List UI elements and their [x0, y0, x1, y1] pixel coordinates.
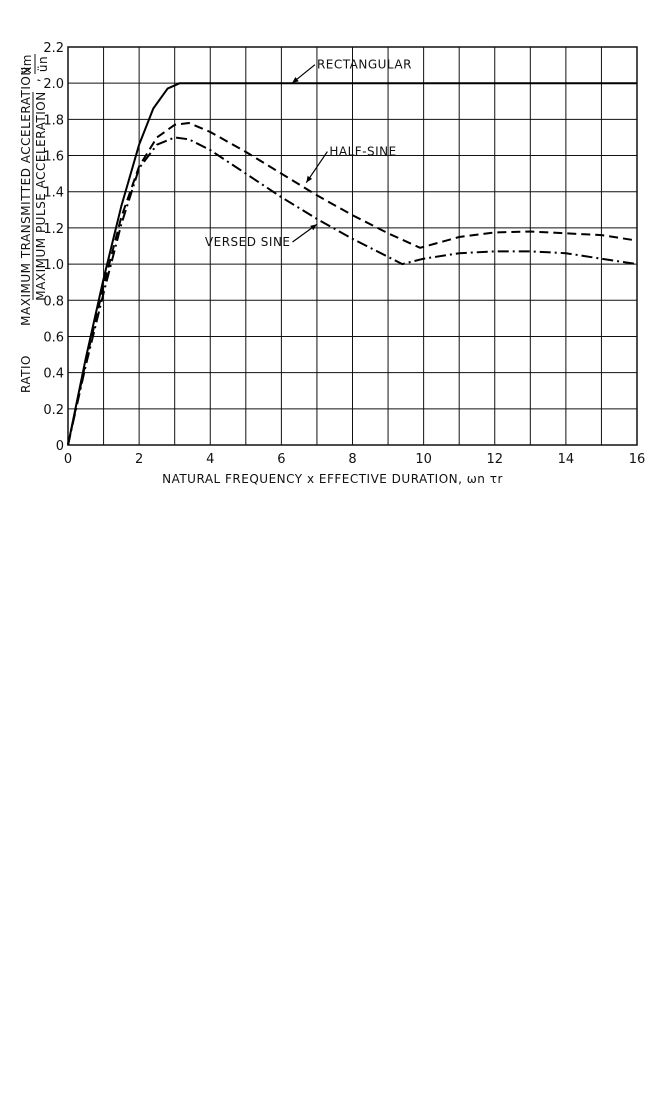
y-tick-label: 0.6: [43, 330, 64, 345]
annotation-arrowhead: [310, 224, 317, 231]
series-lines: [67, 82, 638, 446]
annotation-arrowhead: [306, 175, 313, 183]
y-tick-label: 1.2: [43, 222, 64, 237]
x-tick-label: 6: [277, 452, 285, 467]
y-tick-label: 2.0: [43, 77, 64, 92]
x-tick-label: 8: [348, 452, 356, 467]
y-tick-label: 0.4: [43, 367, 64, 382]
y-axis-label-numerator: MAXIMUM TRANSMITTED ACCELERATION: [19, 66, 33, 326]
x-tick-label: 4: [206, 452, 214, 467]
y-tick-label: 1.4: [43, 186, 64, 201]
series-line-half-sine: [67, 122, 638, 446]
tick-labels: 0 2 4 6 8 10 12 14 16 0 0.2 0.4 0.6 0.8 1.0 1.2 1.4 1.6 1.…: [43, 41, 645, 467]
y-axis-label-comma: ,: [28, 78, 42, 82]
y-axis-label-prefix: RATIO: [19, 355, 33, 393]
y-tick-label: 1.8: [43, 113, 64, 128]
y-tick-label: 1.6: [43, 150, 64, 165]
y-tick-label: 0: [56, 439, 64, 454]
y-axis-ratio-denominator: ün: [36, 56, 50, 72]
y-tick-label: 0.8: [43, 294, 64, 309]
annotation-versed-sine: VERSED SINE: [205, 235, 291, 249]
series-line-rectangular: [67, 82, 637, 446]
x-tick-label: 14: [558, 452, 575, 467]
x-tick-label: 2: [135, 452, 143, 467]
annotation-half-sine: HALF-SINE: [329, 145, 396, 159]
plot-frame: [67, 46, 638, 446]
y-tick-label: 2.2: [43, 41, 64, 56]
x-axis-label: NATURAL FREQUENCY x EFFECTIVE DURATION, …: [162, 472, 503, 486]
gridlines: [68, 47, 637, 445]
y-axis-label-denominator: MAXIMUM PULSE ACCELERATION: [34, 91, 48, 300]
y-tick-label: 0.2: [43, 403, 64, 418]
y-tick-label: 1.0: [43, 258, 64, 273]
annotation-arrowhead: [292, 77, 299, 84]
y-axis-label: RATIO MAXIMUM TRANSMITTED ACCELERATION M…: [19, 54, 50, 393]
x-tick-label: 16: [629, 452, 646, 467]
annotation-rectangular: RECTANGULAR: [317, 58, 412, 72]
annotations: RECTANGULAR HALF-SINE VERSED SINE: [205, 58, 412, 249]
x-tick-label: 12: [486, 452, 503, 467]
y-axis-ratio-numerator: ẍm: [20, 54, 34, 74]
x-tick-label: 0: [64, 452, 72, 467]
series-line-versed-sine: [67, 136, 638, 446]
x-tick-label: 10: [415, 452, 432, 467]
